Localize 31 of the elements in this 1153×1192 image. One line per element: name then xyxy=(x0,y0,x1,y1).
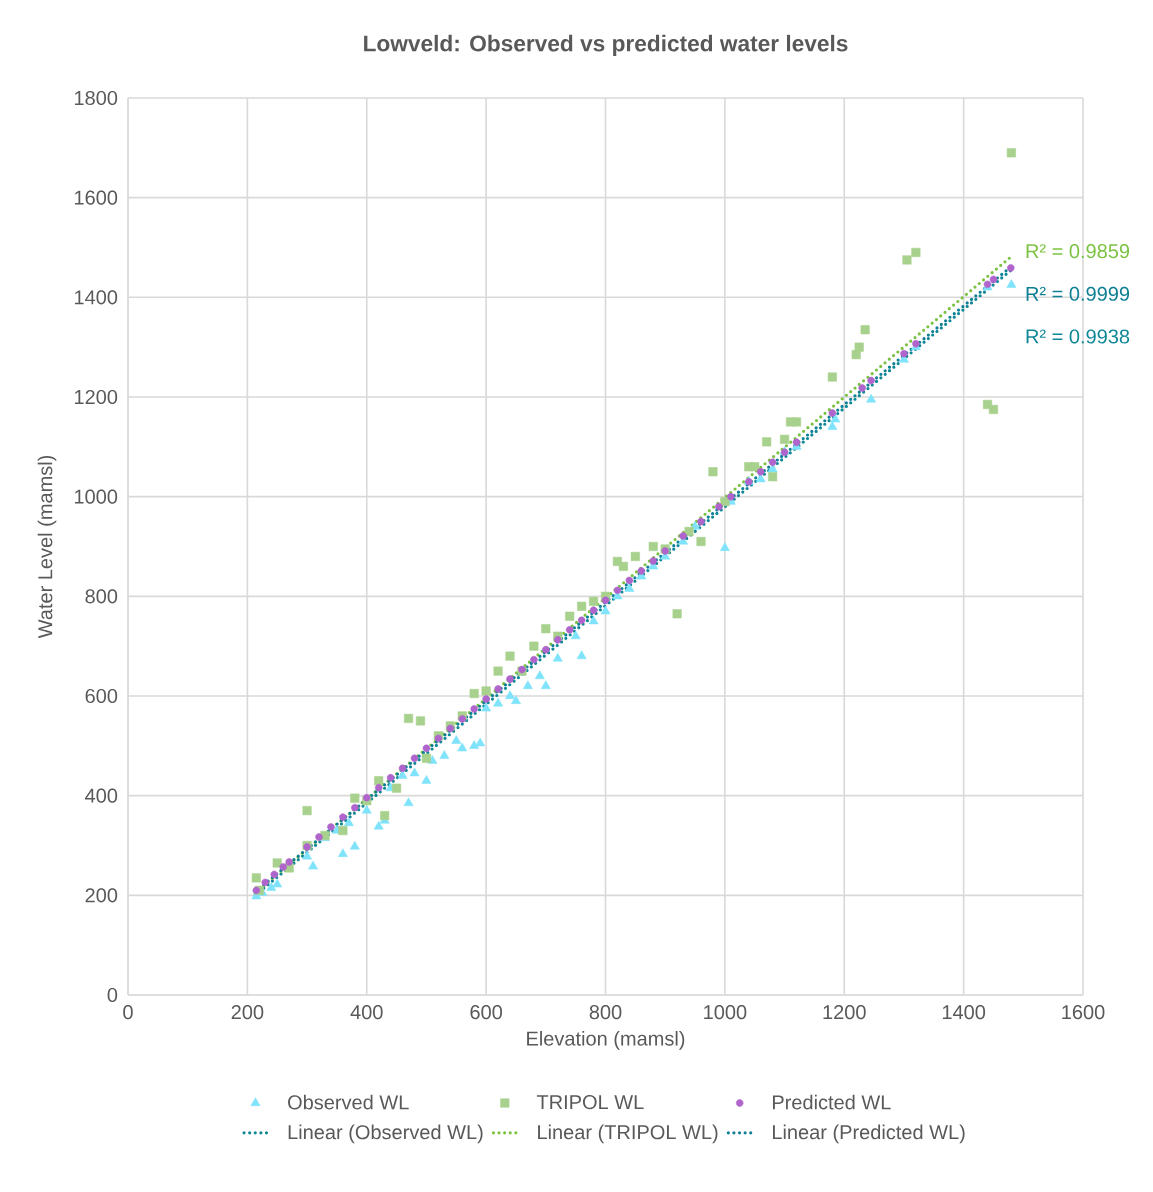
legend-label: Observed WL xyxy=(288,1094,409,1110)
y-tick-label: 1200 xyxy=(74,389,118,405)
legend-label: Linear (Predicted WL) xyxy=(772,1124,965,1144)
x-tick-label: 1600 xyxy=(1062,1005,1105,1020)
legend-label: TRIPOL WL xyxy=(536,1095,644,1110)
y-tick-label: 400 xyxy=(85,788,118,803)
legend-label: Linear (Observed WL) xyxy=(288,1124,483,1144)
y-tick-label: 1400 xyxy=(74,290,118,305)
x-tick-label: 200 xyxy=(231,1005,264,1020)
chart-title: Lowveld: Observed vs predicted water levels xyxy=(364,34,848,56)
y-tick-label: 800 xyxy=(85,589,118,604)
y-axis-title: Water Level (mamsl) xyxy=(37,455,57,639)
x-tick-label: 1200 xyxy=(823,1005,866,1020)
x-tick-label: 800 xyxy=(589,1005,622,1020)
x-tick-label: 1400 xyxy=(942,1005,986,1020)
x-axis-title: Elevation (mamsl) xyxy=(527,1031,685,1050)
legend-label: Predicted WL xyxy=(772,1094,891,1110)
annotation: R² = 0.9999 xyxy=(1026,286,1130,301)
x-tick-label: 1000 xyxy=(704,1005,747,1020)
x-tick-label: 400 xyxy=(350,1005,383,1020)
legend-label: Linear (TRIPOL WL) xyxy=(538,1124,718,1144)
annotation: R² = 0.9938 xyxy=(1026,329,1130,344)
y-tick-label: 1800 xyxy=(74,90,118,106)
y-tick-label: 600 xyxy=(85,688,118,704)
x-tick-label: 0 xyxy=(123,1005,133,1020)
y-tick-label: 200 xyxy=(85,888,118,903)
x-tick-label: 600 xyxy=(470,1005,503,1020)
y-tick-label: 1600 xyxy=(74,190,118,205)
y-tick-label: 1000 xyxy=(74,489,118,504)
y-tick-label: 0 xyxy=(107,987,118,1003)
annotation: R² = 0.9859 xyxy=(1026,244,1130,259)
